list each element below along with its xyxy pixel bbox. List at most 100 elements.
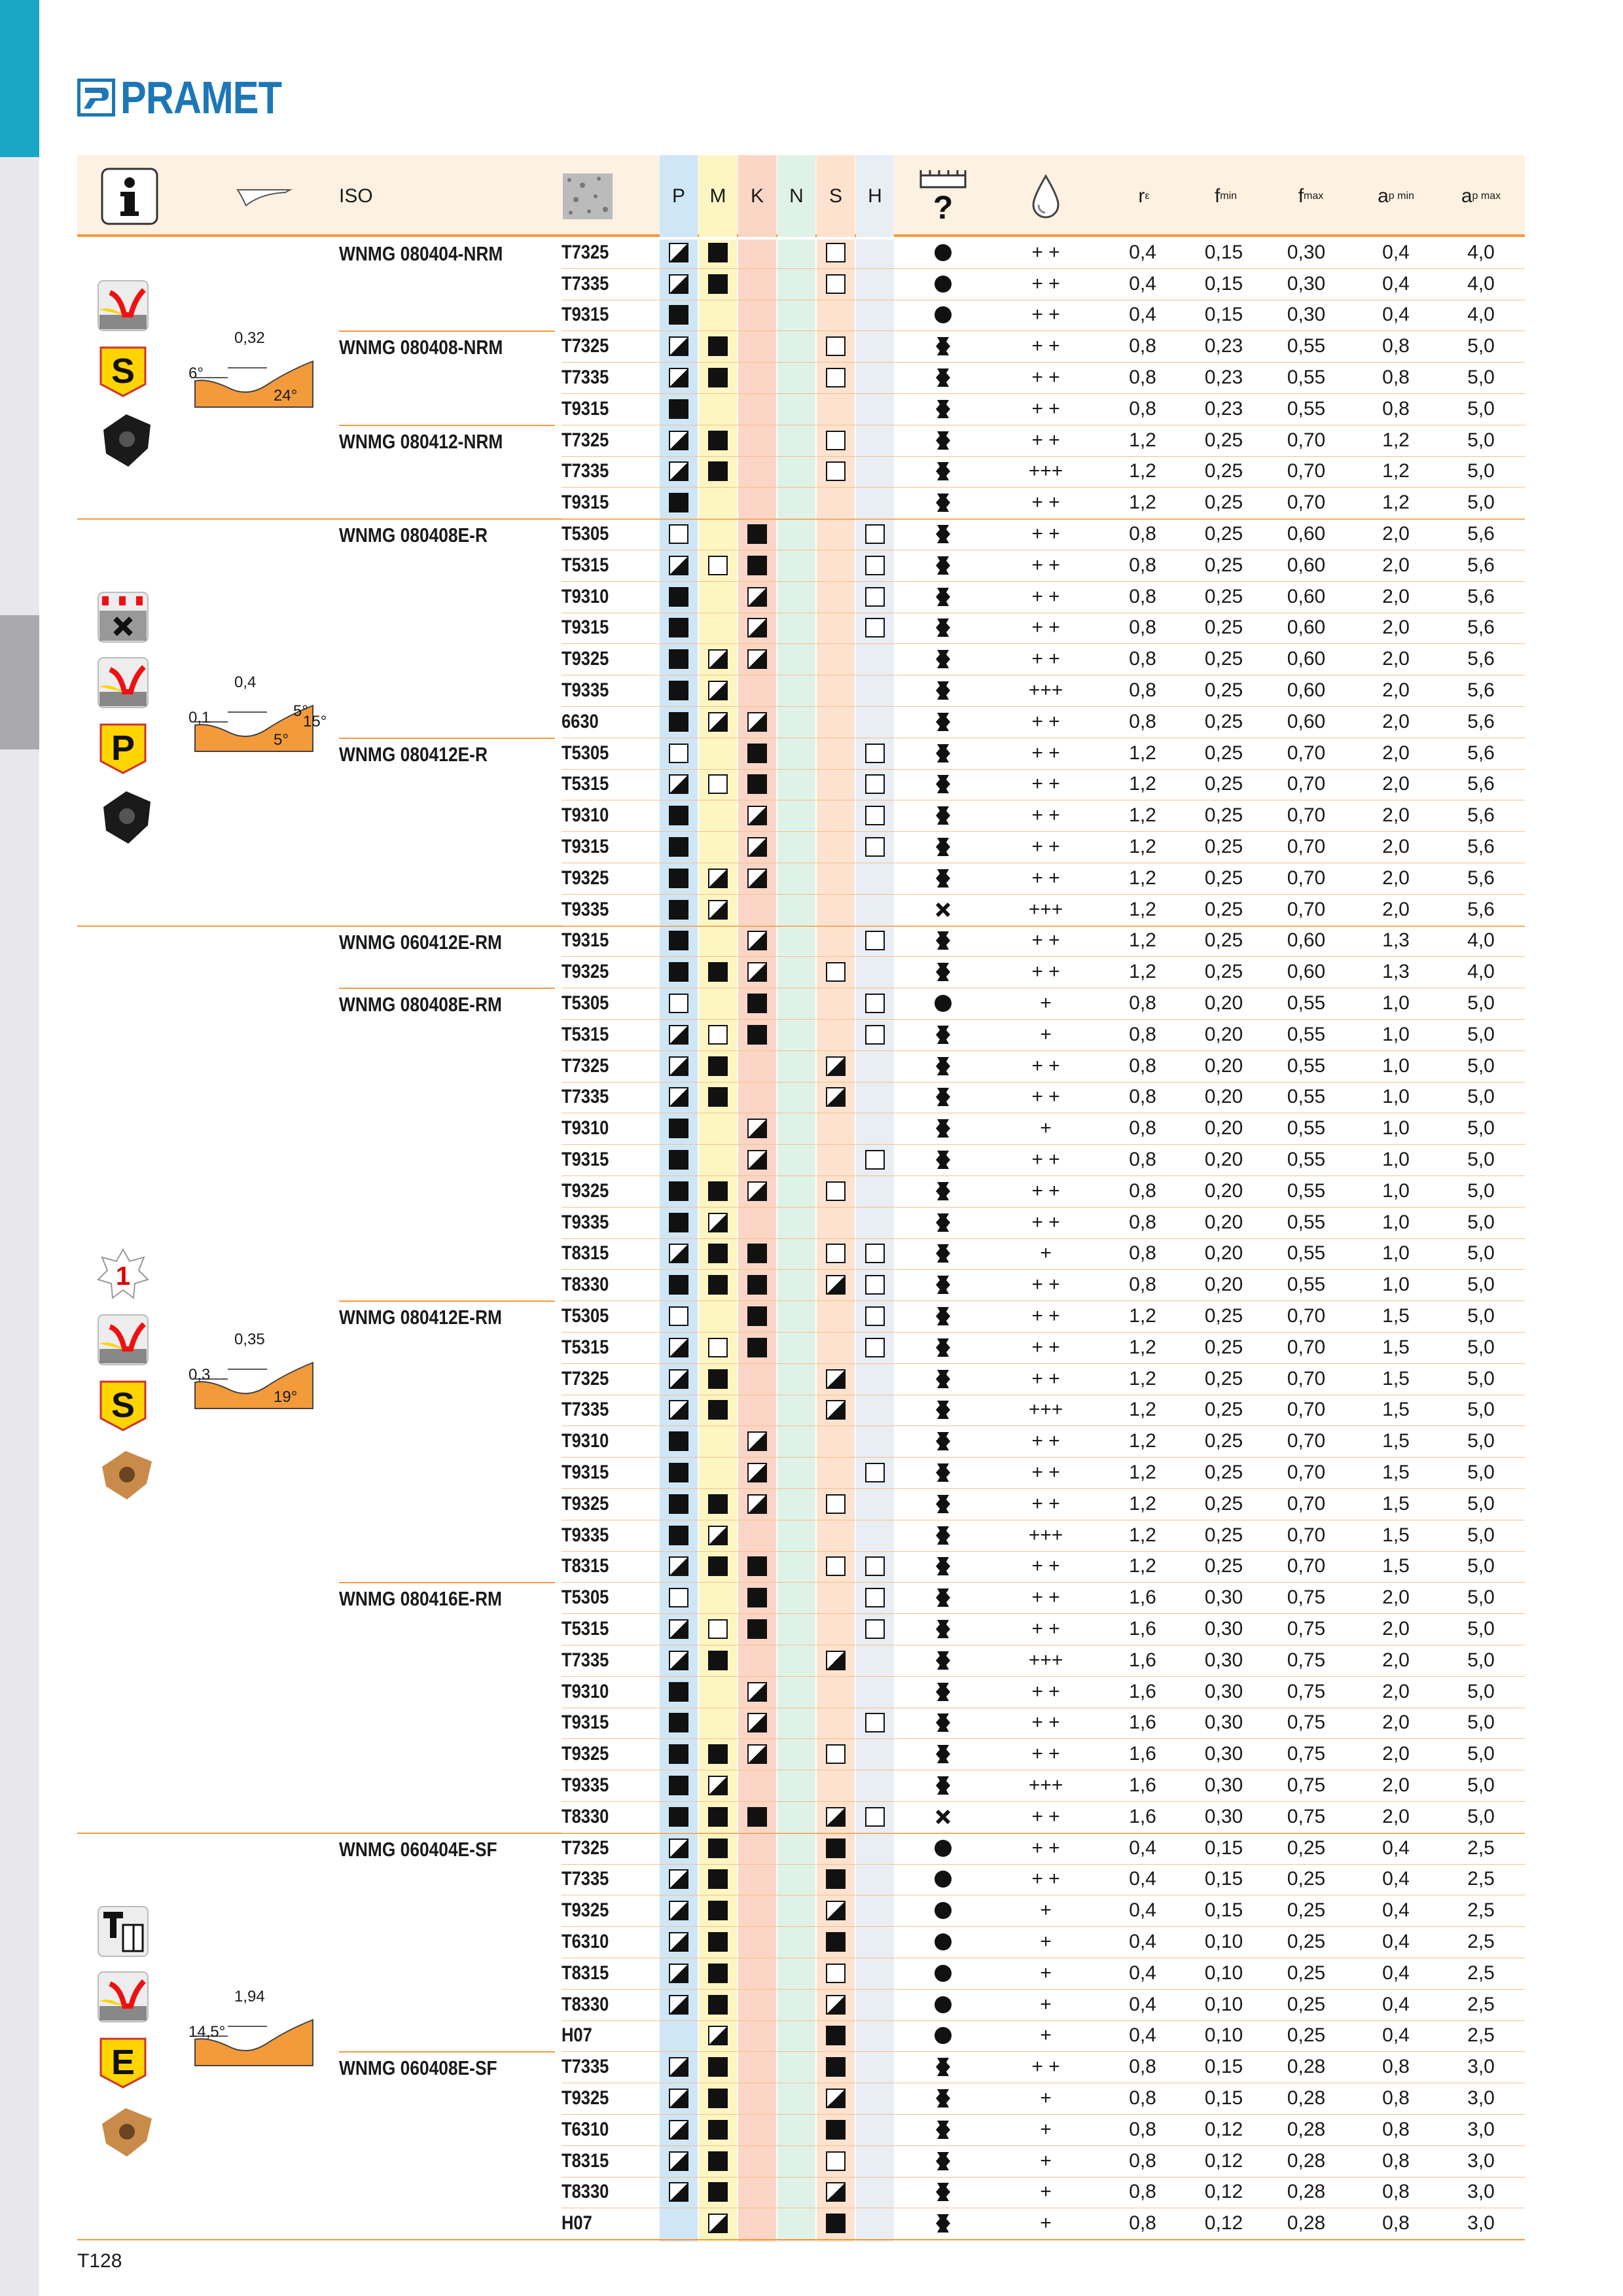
profile-dimension-label: 5° xyxy=(293,702,308,720)
value-fmax: 0,25 xyxy=(1287,1868,1326,1890)
suitability-P-mark xyxy=(660,800,698,831)
value-fmin: 0,25 xyxy=(1204,867,1243,889)
suitability-M-mark xyxy=(699,268,737,300)
value-fmin: 0,15 xyxy=(1204,2087,1243,2109)
row-rule xyxy=(562,643,1525,645)
row-rule xyxy=(562,1332,1525,1333)
row-rule xyxy=(562,2020,1525,2021)
value-fmin: 0,25 xyxy=(1204,1336,1243,1358)
value-fmin: 0,25 xyxy=(1204,585,1243,607)
row-rule xyxy=(562,1551,1525,1552)
value-apmin: 2,0 xyxy=(1382,1743,1410,1765)
grade-code: T9315 xyxy=(562,836,609,858)
grade-cell: T9310 xyxy=(562,1676,640,1708)
value-fmax: 0,55 xyxy=(1287,1117,1326,1139)
value-fmax: 0,60 xyxy=(1287,585,1326,607)
suitability-H-mark xyxy=(856,925,894,957)
coolant-rating: + + xyxy=(1031,554,1060,576)
row-rule xyxy=(562,1488,1525,1489)
suitability-P-mark xyxy=(660,988,698,1019)
value-fmax: 0,28 xyxy=(1287,2118,1326,2140)
wave-icon xyxy=(914,925,972,957)
suitability-S-mark xyxy=(817,331,855,362)
grade-code: T9315 xyxy=(562,1462,609,1484)
value-apmax: 5,0 xyxy=(1467,1367,1495,1390)
grade-cell: T9315 xyxy=(562,1457,640,1488)
value-re: 1,2 xyxy=(1129,429,1156,451)
iso-designation: WNMG 080416E-RM xyxy=(339,1587,502,1611)
wave-icon xyxy=(914,1520,972,1551)
value-fmax: 0,28 xyxy=(1287,2087,1326,2109)
coolant-rating: +++ xyxy=(1028,1774,1063,1797)
grade-code: T9325 xyxy=(562,1899,609,1922)
value-apmin: 2,0 xyxy=(1382,523,1410,545)
value-apmin: 0,8 xyxy=(1382,2118,1410,2140)
value-apmax: 5,0 xyxy=(1467,1555,1495,1577)
value-fmax: 0,70 xyxy=(1287,773,1326,795)
value-apmin: 0,4 xyxy=(1382,1899,1410,1922)
suitability-K-mark xyxy=(738,1457,776,1488)
coolant-rating: + + xyxy=(1031,1805,1060,1827)
value-apmin: 2,0 xyxy=(1382,898,1410,920)
chipbreaker-profile-diagram xyxy=(188,686,319,761)
wave-icon xyxy=(914,706,972,738)
grade-cell: T7335 xyxy=(562,362,640,393)
wave-icon xyxy=(914,1175,972,1207)
suitability-P-mark xyxy=(660,581,698,613)
row-rule xyxy=(562,1269,1525,1270)
suitability-P-mark xyxy=(660,1770,698,1801)
value-re: 1,6 xyxy=(1129,1712,1156,1734)
profile-dimension-label: 0,32 xyxy=(234,329,265,348)
grade-cell: T9325 xyxy=(562,1895,640,1926)
value-apmin: 0,4 xyxy=(1382,241,1410,263)
grade-code: T9315 xyxy=(562,617,609,639)
coolant-rating: + + xyxy=(1031,304,1060,326)
row-rule xyxy=(562,2176,1525,2178)
coolant-rating: + xyxy=(1040,1117,1052,1139)
table-row: T7335 + + 0,8 0,15 0,28 0,8 3,0 xyxy=(77,2051,1525,2083)
grade-code: T9335 xyxy=(562,1774,609,1797)
value-fmin: 0,20 xyxy=(1204,1149,1243,1171)
suitability-P-mark xyxy=(660,769,698,800)
value-fmax: 0,75 xyxy=(1287,1618,1326,1640)
value-re: 1,2 xyxy=(1129,1305,1156,1327)
row-rule xyxy=(562,2114,1525,2115)
value-fmax: 0,60 xyxy=(1287,679,1326,702)
suitability-M-mark xyxy=(699,1801,737,1833)
value-fmax: 0,55 xyxy=(1287,1179,1326,1202)
suitability-K-mark xyxy=(738,1708,776,1739)
grade-code: T7325 xyxy=(562,1837,609,1859)
suitability-P-mark xyxy=(660,1050,698,1082)
coolant-rating: + xyxy=(1040,1931,1052,1953)
value-re: 1,2 xyxy=(1129,961,1156,983)
value-re: 1,6 xyxy=(1129,1680,1156,1702)
profile-dimension-label: 6° xyxy=(188,365,204,383)
value-apmax: 5,0 xyxy=(1467,1743,1495,1765)
value-fmax: 0,25 xyxy=(1287,2024,1326,2047)
suitability-M-mark xyxy=(699,643,737,675)
suitability-P-mark xyxy=(660,1676,698,1708)
iso-header: ISO xyxy=(339,185,373,207)
grade-code: T9310 xyxy=(562,1117,609,1139)
value-apmax: 3,0 xyxy=(1467,2087,1495,2109)
profile-dimension-label: 0,35 xyxy=(234,1330,265,1348)
brand-name: PRAMET xyxy=(120,72,282,123)
table-row: T5315 + + 0,8 0,25 0,60 2,0 5,6 xyxy=(77,550,1525,581)
value-fmin: 0,20 xyxy=(1204,1086,1243,1108)
table-row: T8330 + + 1,6 0,30 0,75 2,0 5,0 xyxy=(77,1801,1525,1833)
grade-cell: T5305 xyxy=(562,1582,640,1613)
suitability-H-mark xyxy=(856,1300,894,1332)
suitability-M-mark xyxy=(699,2145,737,2177)
coolant-rating: +++ xyxy=(1028,898,1063,920)
pramet-logo: PRAMET xyxy=(77,73,310,122)
value-apmax: 5,0 xyxy=(1467,1712,1495,1734)
value-re: 0,8 xyxy=(1129,523,1156,545)
value-apmin: 2,0 xyxy=(1382,1649,1410,1671)
suitability-M-mark xyxy=(699,2051,737,2083)
value-re: 0,8 xyxy=(1129,617,1156,639)
value-apmin: 1,3 xyxy=(1382,929,1410,952)
suitability-K-mark xyxy=(738,1144,776,1175)
profile-dimension-label: 1,94 xyxy=(234,1987,265,2005)
iso-designation: WNMG 080408-NRM xyxy=(339,336,503,359)
